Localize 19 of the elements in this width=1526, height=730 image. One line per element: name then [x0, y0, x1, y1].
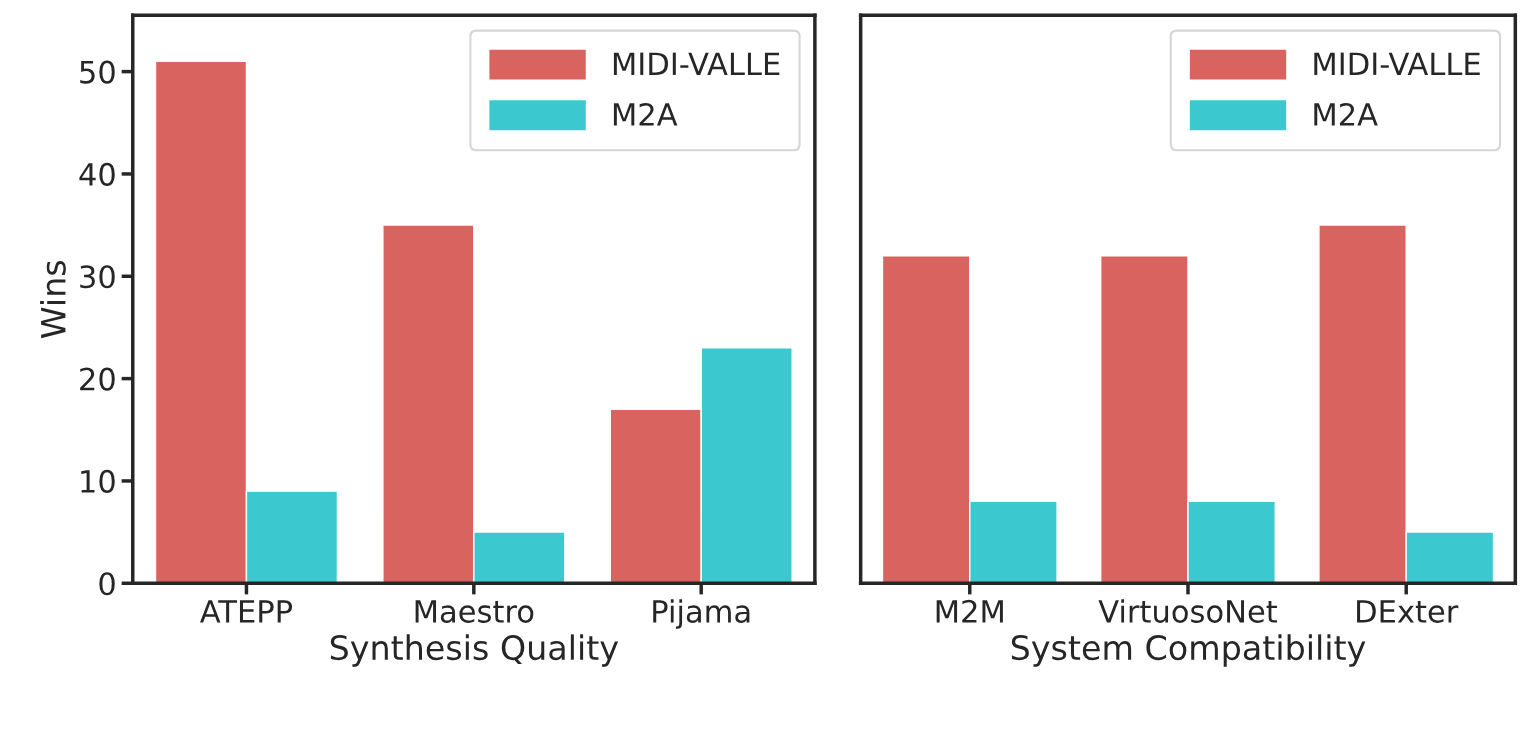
- x-axis-title: System Compatibility: [1011, 634, 1366, 667]
- y-tick-label: 40: [79, 162, 115, 186]
- legend-label: M2A: [1314, 102, 1378, 126]
- x-tick-label: M2M: [936, 599, 1003, 623]
- x-axis-title: Synthesis Quality: [330, 634, 619, 667]
- y-tick-label: 10: [81, 469, 115, 493]
- y-tick-label: 50: [80, 60, 115, 84]
- y-tick-label: 0: [99, 572, 115, 596]
- x-tick-label: VirtuosoNet: [1098, 599, 1278, 623]
- x-tick-label: Pijama: [653, 599, 750, 629]
- legend-label: M2A: [613, 102, 678, 126]
- legend-label: MIDI-VALLE: [1314, 52, 1480, 75]
- x-tick-label: ATEPP: [200, 600, 293, 623]
- y-tick-label: 30: [80, 265, 115, 289]
- x-tick-label: Maestro: [415, 600, 534, 623]
- x-tick-label: DExter: [1357, 600, 1459, 623]
- legend-label: MIDI-VALLE: [613, 52, 780, 75]
- y-tick-label: 20: [80, 367, 115, 391]
- y-axis-title: Wins: [40, 260, 66, 339]
